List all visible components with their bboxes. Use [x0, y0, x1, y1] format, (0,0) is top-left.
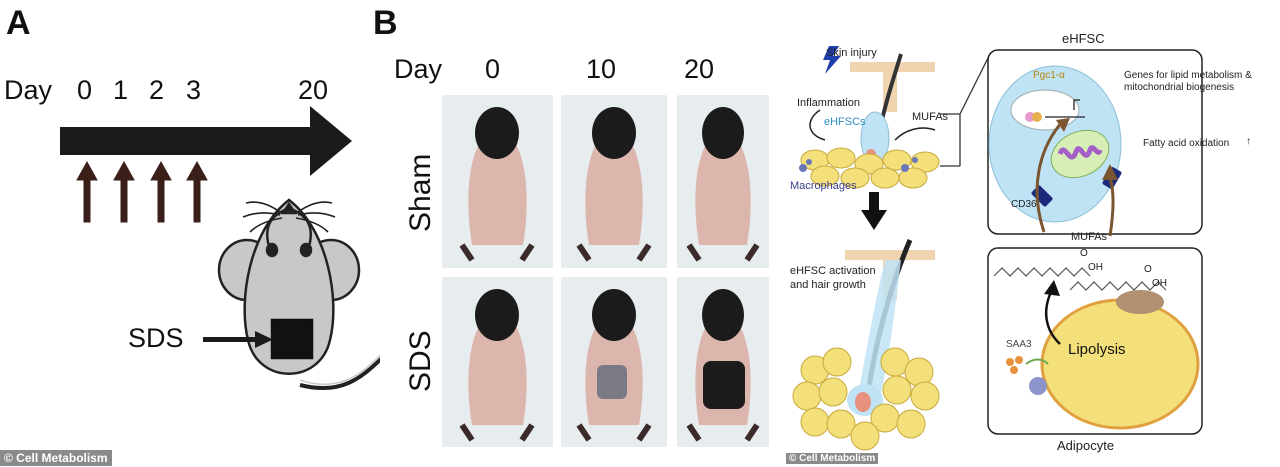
label-activation-line2: and hair growth [790, 279, 866, 291]
panel-a-day-3: 3 [186, 75, 202, 105]
photo-sham-day-10 [561, 95, 667, 268]
injection-arrow-day-1 [113, 160, 135, 223]
label-ehfsc-title: eHFSC [1062, 31, 1105, 46]
label-inflammation: Inflammation [797, 97, 860, 109]
timeline-arrow [60, 106, 352, 176]
label-oh-2: OH [1152, 278, 1167, 289]
hair-follicle-schematic [792, 46, 940, 451]
lightning-icon [823, 46, 841, 74]
label-o-2: O [1144, 264, 1152, 275]
panel-b-day-label: Day [394, 54, 443, 84]
label-cd36: CD36 [1011, 199, 1037, 210]
photo-sds-day-0 [442, 277, 553, 447]
injection-arrow-day-3 [186, 160, 208, 223]
photo-sds-day-20 [677, 277, 769, 447]
label-lipolysis: Lipolysis [1068, 341, 1126, 358]
label-ehfscs: eHFSCs [824, 116, 866, 128]
panel-a-day-2: 2 [149, 75, 165, 105]
photo-sham-day-20 [677, 95, 769, 268]
credit-right: © Cell Metabolism [786, 453, 879, 464]
process-arrow [861, 210, 887, 230]
panel-a-day-20: 20 [298, 75, 329, 105]
panel-a-day-1: 1 [113, 75, 129, 105]
injection-arrow-day-2 [150, 160, 172, 223]
mitochondrion [1050, 129, 1110, 179]
panel-a-day-0: 0 [77, 75, 93, 105]
label-genes-line1: Genes for lipid metabolism & [1124, 70, 1252, 81]
label-macrophages: Macrophages [790, 180, 857, 192]
label-oh-1: OH [1088, 262, 1103, 273]
label-skin-injury: Skin injury [826, 47, 877, 59]
panel-a-day-label: Day [4, 75, 53, 105]
adipocyte-cell [1040, 298, 1200, 430]
up-arrow-icon: ↑ [1246, 136, 1251, 147]
panel-b-day-20: 20 [684, 54, 715, 84]
label-pgc1a: Pgc1-α [1033, 70, 1065, 81]
credit-left: © Cell Metabolism [0, 450, 112, 466]
injection-arrow-day-0 [76, 160, 98, 223]
label-fatty-acid: Fatty acid oxidation [1143, 138, 1230, 149]
mouse-cartoon [217, 198, 380, 391]
label-o-1: O [1080, 248, 1088, 259]
row-label-sds: SDS [404, 330, 437, 392]
photo-sds-day-10 [561, 277, 667, 447]
label-mufas-mechanism: MUFAs [1071, 231, 1108, 243]
panel-b-day-0: 0 [485, 54, 501, 84]
panel-b-letter: B [373, 4, 398, 42]
panel-a-timeline-graphic [60, 106, 380, 391]
label-activation-line1: eHFSC activation [790, 265, 876, 277]
sds-pointer-arrow [203, 331, 273, 348]
label-saa3: SAA3 [1006, 339, 1032, 350]
label-genes-line2: mitochondrial biogenesis [1124, 82, 1235, 93]
label-mufas: MUFAs [912, 111, 949, 123]
panel-a-letter: A [6, 4, 31, 42]
panel-b-day-10: 10 [586, 54, 617, 84]
sds-label: SDS [128, 323, 184, 353]
label-adipocyte: Adipocyte [1057, 438, 1115, 453]
photo-sham-day-0 [442, 95, 553, 268]
injection-arrows [76, 160, 208, 223]
mechanism-diagram [940, 49, 1203, 435]
row-label-sham: Sham [404, 153, 437, 232]
sds-application-patch [270, 318, 314, 360]
